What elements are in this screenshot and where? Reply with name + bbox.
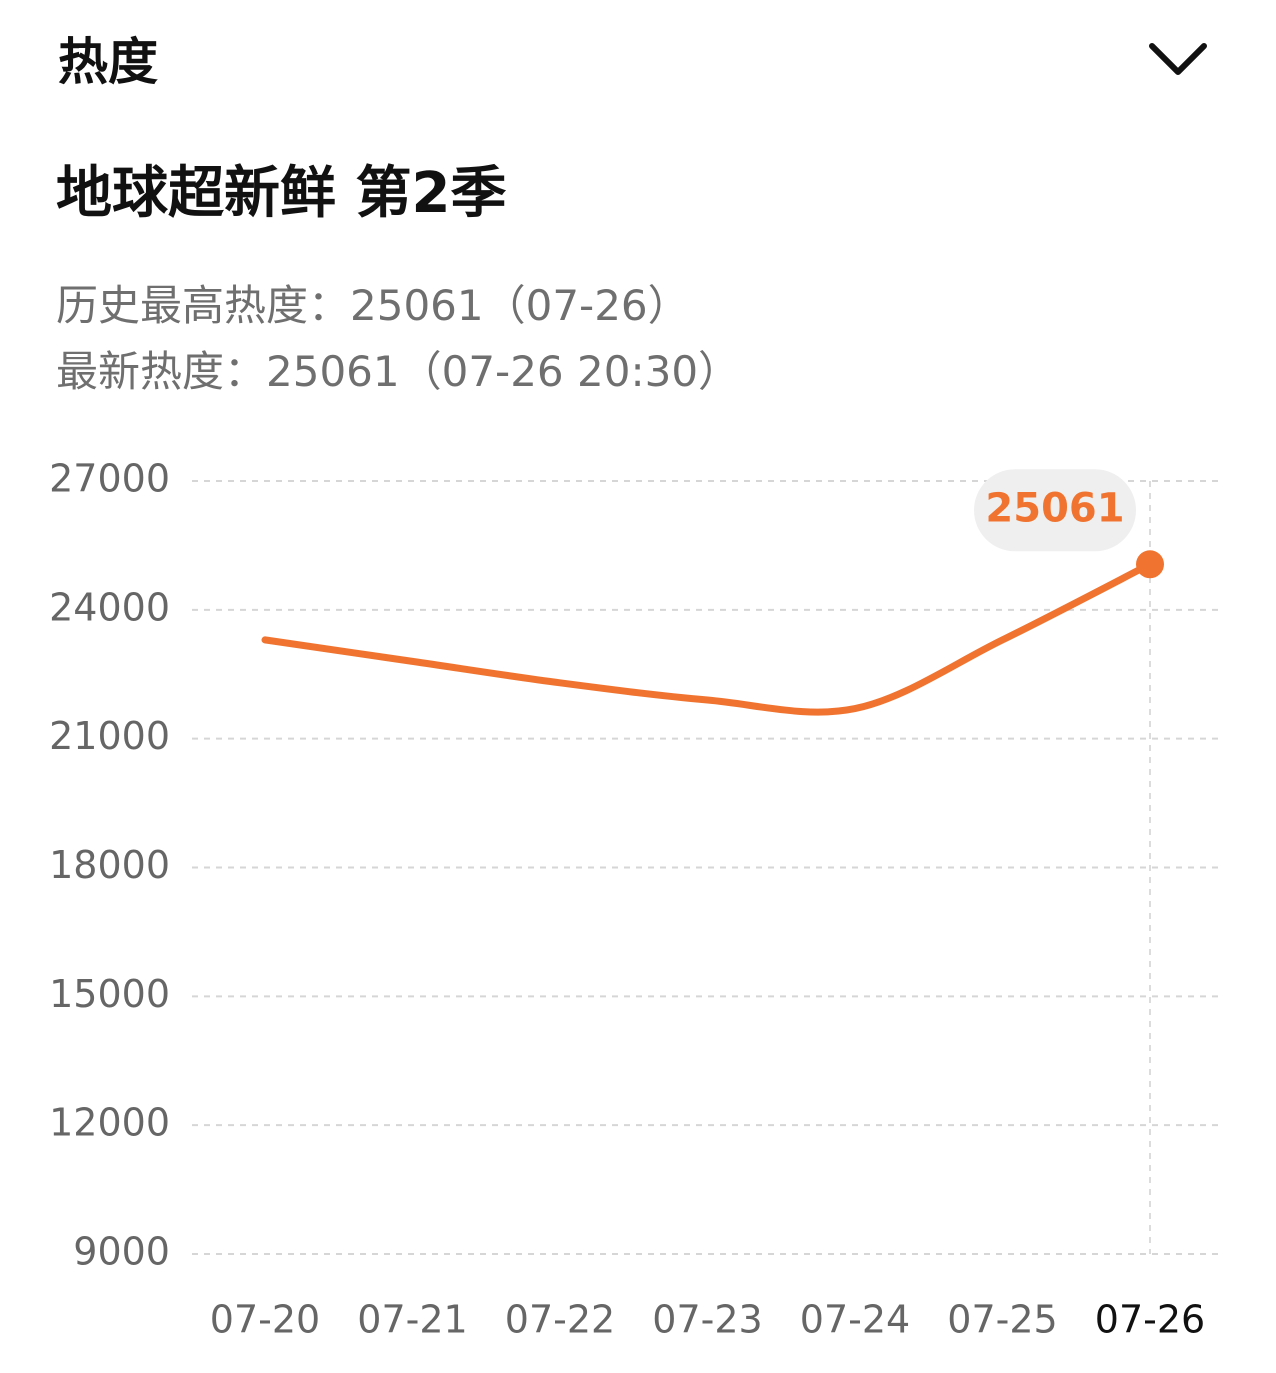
line xyxy=(261,560,1154,716)
y-tick-label: 27000 xyxy=(49,457,170,501)
tooltip xyxy=(974,469,1136,552)
x-tick-label: 07-24 xyxy=(800,1298,910,1342)
x-tick-label: 07-23 xyxy=(652,1298,762,1342)
y-tick-label: 18000 xyxy=(49,843,170,887)
show-title: 地球超新鲜 第2季 xyxy=(56,161,507,226)
latest-heat: 最新热度：25061（07-26 20:30） xyxy=(56,347,741,396)
section-header: 热度 xyxy=(58,33,158,91)
x-tick-label: 07-25 xyxy=(947,1298,1057,1342)
point xyxy=(1136,550,1164,579)
peak-heat: 历史最高热度：25061（07-26） xyxy=(56,281,690,330)
y-tick-label: 9000 xyxy=(73,1230,170,1274)
x-tick-label: 07-21 xyxy=(357,1298,467,1342)
y-tick-label: 24000 xyxy=(49,585,170,629)
y-tick-label: 15000 xyxy=(49,972,170,1016)
tooltip-value: 25061 xyxy=(985,485,1124,531)
x-tick-label: 07-26 xyxy=(1095,1298,1205,1342)
y-tick-label: 21000 xyxy=(49,714,170,758)
collapse-button[interactable] xyxy=(1148,40,1208,80)
x-tick-label: 07-22 xyxy=(505,1298,615,1342)
x-tick-label: 07-20 xyxy=(210,1298,320,1342)
y-tick-label: 12000 xyxy=(49,1101,170,1145)
